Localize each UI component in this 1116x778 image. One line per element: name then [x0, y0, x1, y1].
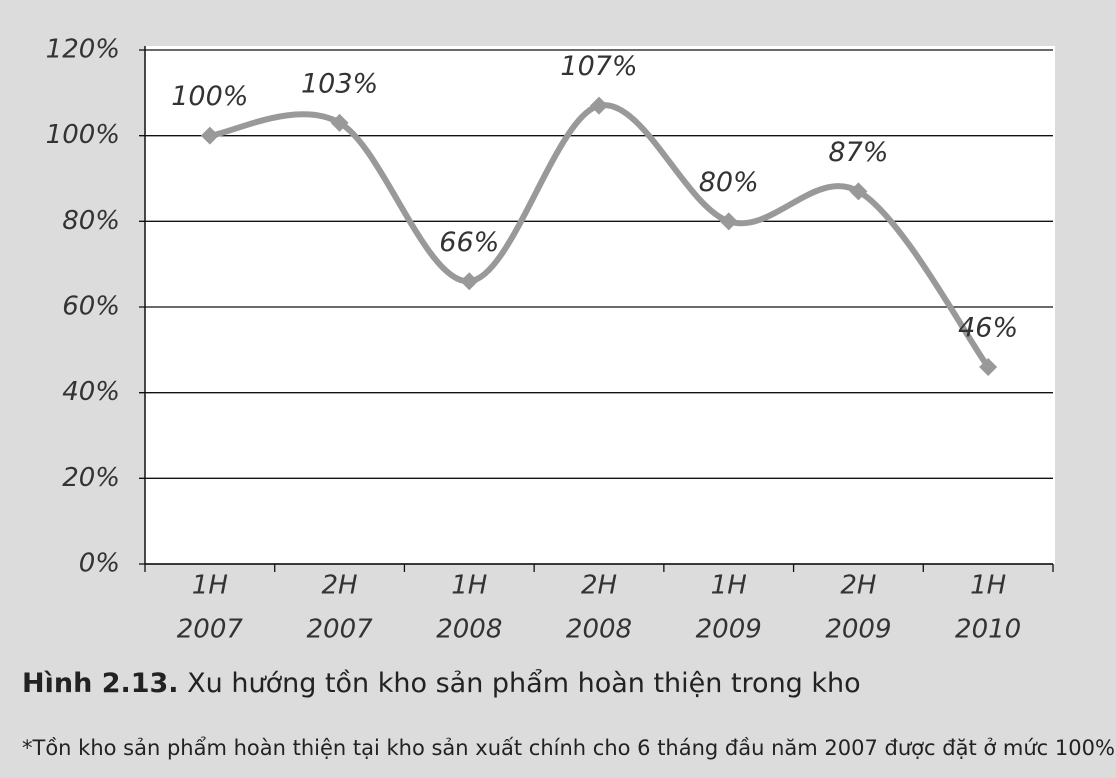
marker: [849, 182, 868, 201]
x-tick-label: 2008: [566, 615, 632, 645]
x-tick-label: 2009: [696, 615, 762, 645]
y-tick-label: 120%: [46, 35, 120, 65]
y-tick-label: 0%: [79, 549, 120, 579]
x-tick-label: 1H: [970, 571, 1006, 601]
marker: [460, 272, 479, 291]
chart: 0% 20% 40% 60% 80% 100% 120% 1H 2007 2H 2007 1H 2008…: [46, 35, 1055, 645]
x-tick-label: 1H: [711, 571, 747, 601]
plot-area: [145, 46, 1055, 564]
data-label: 100%: [171, 81, 248, 112]
caption-text: Xu hướng tồn kho sản phẩm hoàn thiện tro…: [187, 668, 861, 699]
x-tick-label: 2010: [955, 615, 1021, 645]
y-tick-label: 80%: [62, 206, 120, 236]
marker: [330, 113, 349, 132]
data-label: 87%: [828, 137, 888, 168]
y-tick-label: 60%: [62, 292, 120, 322]
data-label: 80%: [699, 167, 759, 198]
x-tick-label: 2H: [322, 571, 358, 601]
x-tick-label: 2009: [825, 615, 891, 645]
marker: [979, 357, 998, 376]
x-tick-label: 2007: [306, 615, 373, 645]
x-tick-label: 1H: [451, 571, 487, 601]
data-label: 107%: [560, 51, 637, 82]
caption: Hình 2.13. Xu hướng tồn kho sản phẩm hoà…: [22, 668, 861, 699]
y-tick-label: 100%: [46, 120, 120, 150]
data-label: 46%: [958, 312, 1018, 343]
x-tick-label: 2H: [840, 571, 876, 601]
marker: [200, 126, 219, 145]
y-tick-label: 20%: [62, 463, 120, 493]
x-tick-label: 1H: [192, 571, 228, 601]
marker: [590, 96, 608, 115]
x-tick-label: 2007: [177, 615, 244, 645]
y-tick-label: 40%: [62, 377, 120, 407]
footnote: *Tồn kho sản phẩm hoàn thiện tại kho sản…: [22, 736, 1115, 760]
marker: [719, 212, 738, 231]
data-label: 66%: [439, 227, 499, 258]
caption-label: Hình 2.13.: [22, 668, 179, 699]
x-tick-label: 2008: [436, 615, 502, 645]
x-tick-label: 2H: [581, 571, 617, 601]
data-label: 103%: [301, 68, 378, 99]
